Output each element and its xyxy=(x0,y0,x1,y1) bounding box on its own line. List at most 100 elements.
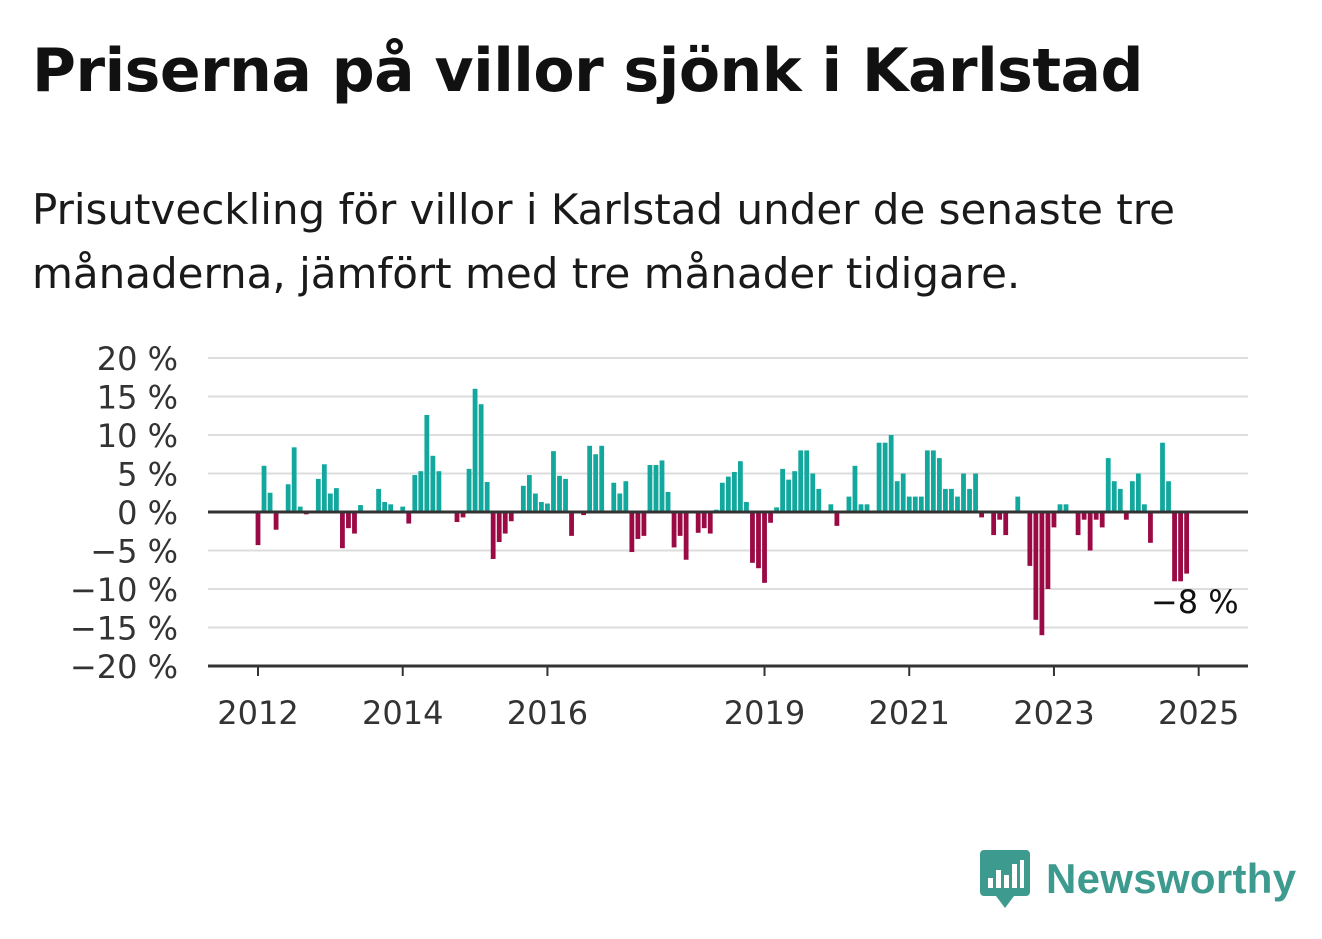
chart-subtitle: Prisutveckling för villor i Karlstad und… xyxy=(32,185,1175,298)
bar xyxy=(906,496,912,512)
bar xyxy=(701,512,707,529)
bar xyxy=(539,501,544,512)
bar xyxy=(508,512,514,522)
bar xyxy=(315,478,321,512)
bar xyxy=(430,455,436,512)
gridlines xyxy=(208,357,1248,629)
bar xyxy=(677,512,683,536)
bar xyxy=(653,465,659,512)
bar xyxy=(882,442,888,512)
bar xyxy=(858,504,864,512)
bar xyxy=(834,512,840,526)
bar xyxy=(472,388,478,512)
bar xyxy=(738,461,743,512)
bar xyxy=(460,512,466,518)
bar xyxy=(261,465,267,512)
bar xyxy=(756,512,761,569)
bar xyxy=(949,488,954,512)
newsworthy-logo[interactable]: Newsworthy xyxy=(980,848,1296,910)
bar xyxy=(520,485,526,512)
bar xyxy=(979,512,984,518)
bar xyxy=(852,465,858,512)
bar xyxy=(659,460,665,512)
bar xyxy=(478,404,484,512)
bar xyxy=(291,447,297,512)
bar xyxy=(267,492,273,512)
bar xyxy=(955,496,960,512)
bar xyxy=(671,512,677,548)
bar xyxy=(683,512,689,560)
bar xyxy=(731,471,737,512)
bar xyxy=(526,475,532,512)
bar xyxy=(545,503,550,512)
y-tick-label: 20 % xyxy=(97,340,178,378)
bar xyxy=(454,512,460,523)
x-axis-tick-labels: 2012 2014 2016 2019 2021 2023 2025 xyxy=(217,666,1239,732)
bar xyxy=(388,504,394,512)
bar xyxy=(961,473,966,512)
bar xyxy=(327,493,333,512)
y-tick-label: −10 % xyxy=(70,571,178,609)
bar xyxy=(1033,512,1039,620)
y-tick-label: −20 % xyxy=(70,648,178,686)
bar xyxy=(695,512,701,533)
bar xyxy=(768,512,773,523)
y-tick-label: 15 % xyxy=(97,379,178,417)
bar xyxy=(780,468,786,512)
bar xyxy=(1057,504,1063,512)
bar xyxy=(991,512,997,536)
x-tick-label: 2014 xyxy=(362,694,443,732)
bar xyxy=(924,450,930,512)
y-tick-label: −5 % xyxy=(90,533,178,571)
bar xyxy=(973,473,978,512)
bar xyxy=(340,512,345,549)
bar xyxy=(382,501,388,512)
bar xyxy=(376,488,381,512)
bar xyxy=(406,512,412,524)
chart-title: Priserna på villor sjönk i Karlstad xyxy=(32,36,1144,106)
bar xyxy=(816,488,822,512)
bar xyxy=(1015,496,1021,512)
bar xyxy=(1105,458,1111,512)
bar xyxy=(707,512,713,534)
bar xyxy=(321,464,327,512)
bar-series xyxy=(255,388,1190,636)
bar xyxy=(1051,512,1057,528)
y-tick-label: 0 % xyxy=(117,494,178,532)
bar xyxy=(1129,481,1135,512)
bar xyxy=(810,473,816,512)
bar xyxy=(599,445,605,512)
brand-name: Newsworthy xyxy=(1046,855,1297,902)
bar xyxy=(774,507,779,512)
bar xyxy=(418,471,424,512)
bar xyxy=(725,476,731,512)
bar xyxy=(864,504,870,512)
bar xyxy=(647,465,653,512)
bar xyxy=(532,493,538,512)
bar xyxy=(641,512,647,536)
bar xyxy=(255,512,261,546)
bar xyxy=(1111,481,1117,512)
bar xyxy=(1063,504,1069,512)
bar xyxy=(912,496,918,512)
bar xyxy=(997,512,1003,520)
bar xyxy=(629,512,635,553)
bar xyxy=(412,475,418,512)
bar xyxy=(1093,512,1099,520)
bar xyxy=(1123,512,1129,520)
y-tick-label: 10 % xyxy=(97,417,178,455)
bar xyxy=(900,473,906,512)
bar xyxy=(581,512,587,516)
bar xyxy=(876,442,882,512)
bar xyxy=(346,512,351,529)
bar xyxy=(496,512,502,543)
bar xyxy=(943,488,948,512)
bar xyxy=(484,481,490,512)
bar xyxy=(358,505,363,512)
bar xyxy=(557,475,562,512)
bar xyxy=(569,512,574,536)
bar xyxy=(400,506,406,512)
bar xyxy=(352,512,357,534)
bar xyxy=(828,504,834,512)
bar xyxy=(804,450,810,512)
